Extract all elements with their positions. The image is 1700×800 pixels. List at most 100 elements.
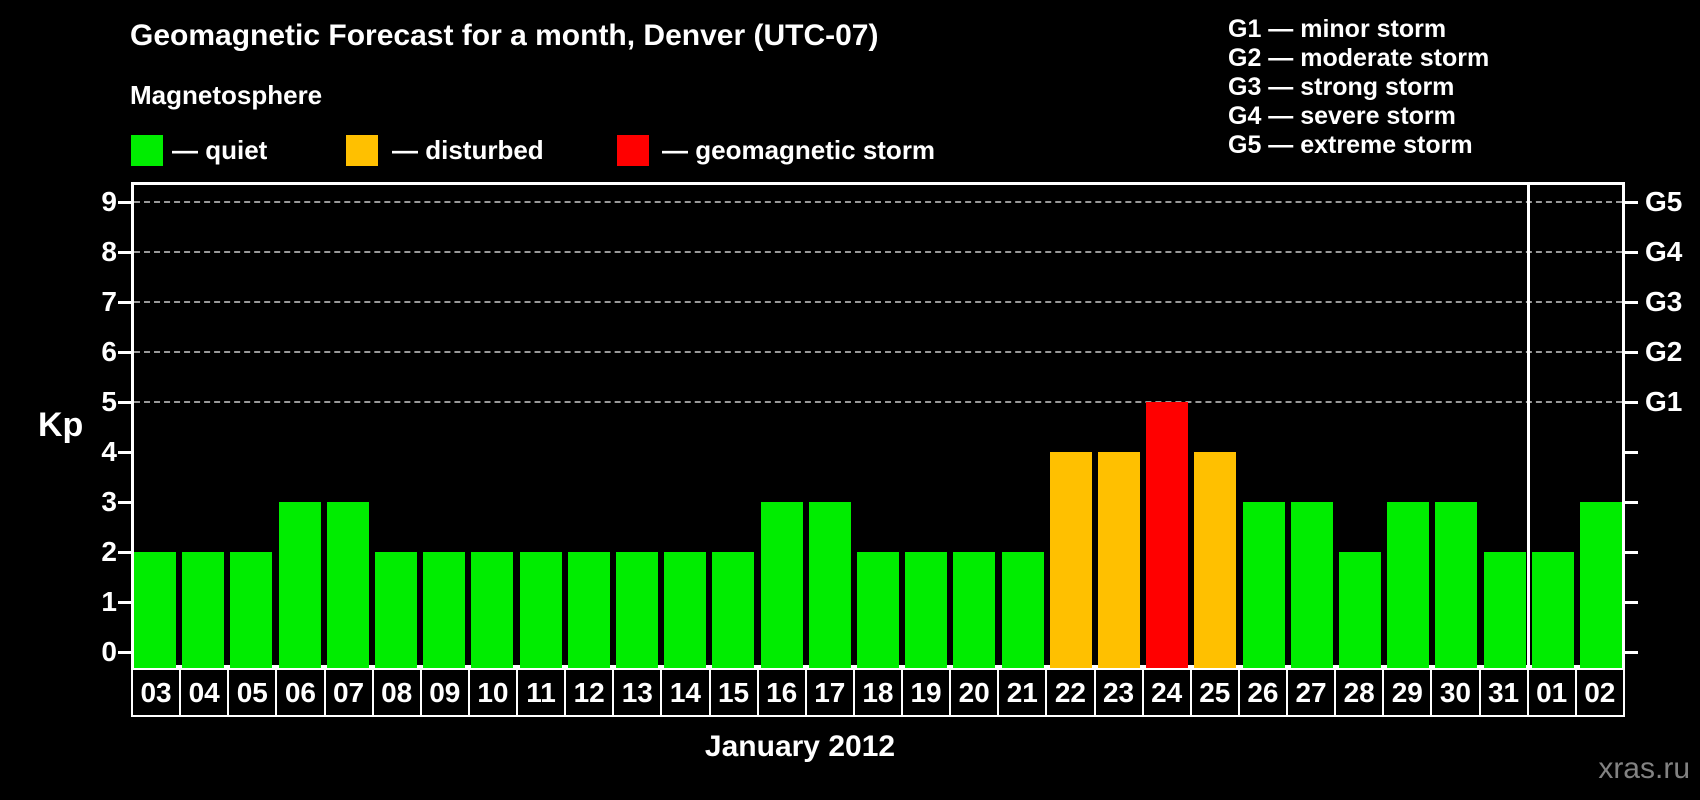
- day-label-25: 25: [1189, 668, 1240, 717]
- day-label-29: 29: [1382, 668, 1433, 717]
- storm-scale-line-3: G3 — strong storm: [1228, 73, 1455, 101]
- kp-bar-day-11: [519, 552, 562, 668]
- day-label-14: 14: [660, 668, 711, 717]
- day-label-02: 02: [1574, 668, 1625, 717]
- kp-bar-day-19: [905, 552, 948, 668]
- y-axis-tick-label-0: 0: [101, 636, 117, 667]
- y-axis-tick-label-7: 7: [101, 286, 117, 317]
- day-label-12: 12: [564, 668, 615, 717]
- kp-bar-day-15: [712, 552, 755, 668]
- y-axis-tick-left-4: [118, 451, 131, 454]
- day-label-10: 10: [467, 668, 518, 717]
- kp-bar-day-24: [1146, 402, 1189, 668]
- day-label-26: 26: [1237, 668, 1288, 717]
- y-axis-tick-label-8: 8: [101, 236, 117, 267]
- day-label-13: 13: [612, 668, 663, 717]
- y-axis-tick-left-0: [118, 651, 131, 654]
- y-axis-tick-right-3: [1625, 501, 1638, 504]
- y-axis-tick-left-1: [118, 601, 131, 604]
- storm-scale-legend: G1 — minor storm G2 — moderate storm G3 — …: [1228, 15, 1489, 160]
- storm-scale-line-1: G1 — minor storm: [1228, 15, 1447, 43]
- day-label-03: 03: [131, 668, 182, 717]
- y-axis-tick-right-2: [1625, 551, 1638, 554]
- gridline-kp-5: [134, 401, 1622, 403]
- kp-bar-day-16: [760, 502, 803, 668]
- legend-label-storm: — geomagnetic storm: [662, 135, 936, 165]
- kp-bar-day-10: [471, 552, 514, 668]
- kp-bar-day-09: [423, 552, 466, 668]
- day-label-28: 28: [1334, 668, 1385, 717]
- storm-scale-line-5: G5 — extreme storm: [1228, 131, 1473, 159]
- y-axis-tick-left-8: [118, 251, 131, 254]
- day-label-27: 27: [1286, 668, 1337, 717]
- day-label-08: 08: [371, 668, 422, 717]
- y-axis-tick-label-1: 1: [101, 586, 117, 617]
- day-label-11: 11: [516, 668, 567, 717]
- g-scale-label-G1: G1: [1645, 386, 1683, 417]
- x-axis-title: January 2012: [704, 730, 896, 763]
- kp-bar-day-02: [1579, 502, 1622, 668]
- y-axis-tick-right-6: [1625, 351, 1638, 354]
- kp-bar-day-12: [567, 552, 610, 668]
- y-axis-tick-right-0: [1625, 651, 1638, 654]
- day-label-17: 17: [804, 668, 855, 717]
- day-label-24: 24: [1141, 668, 1192, 717]
- kp-bar-day-30: [1435, 502, 1478, 668]
- kp-bar-day-06: [278, 502, 321, 668]
- kp-bar-day-22: [1049, 452, 1092, 668]
- legend-swatch-disturbed: [346, 135, 378, 166]
- g-scale-label-G3: G3: [1645, 286, 1683, 317]
- g-scale-label-G5: G5: [1645, 186, 1683, 217]
- kp-bar-day-14: [664, 552, 707, 668]
- kp-bar-day-27: [1290, 502, 1333, 668]
- legend-label-quiet: — quiet: [172, 135, 268, 165]
- day-label-01: 01: [1526, 668, 1577, 717]
- g-scale-label-G4: G4: [1645, 236, 1683, 267]
- day-label-23: 23: [1093, 668, 1144, 717]
- y-axis-tick-label-2: 2: [101, 536, 117, 567]
- month-separator-line: [1527, 182, 1531, 668]
- y-axis-tick-label-5: 5: [101, 386, 117, 417]
- day-label-05: 05: [227, 668, 278, 717]
- y-axis-tick-right-5: [1625, 401, 1638, 404]
- gridline-kp-8: [134, 251, 1622, 253]
- y-axis-tick-right-9: [1625, 201, 1638, 204]
- legend-label-disturbed: — disturbed: [392, 135, 544, 165]
- y-axis-tick-label-3: 3: [101, 486, 117, 517]
- gridline-kp-6: [134, 351, 1622, 353]
- watermark: xras.ru: [1598, 752, 1690, 785]
- kp-bar-day-28: [1338, 552, 1381, 668]
- day-label-20: 20: [949, 668, 1000, 717]
- y-axis-tick-label-4: 4: [101, 436, 117, 467]
- kp-bar-day-01: [1531, 552, 1574, 668]
- g-scale-label-G2: G2: [1645, 336, 1683, 367]
- y-axis-tick-left-7: [118, 301, 131, 304]
- day-label-row: 03 04 05 06 07 08 09 10 11 12 13 14 15 16 17 18 19 20 21 22…: [131, 668, 1625, 717]
- day-label-31: 31: [1478, 668, 1529, 717]
- day-label-16: 16: [756, 668, 807, 717]
- kp-bar-day-05: [230, 552, 273, 668]
- day-label-21: 21: [997, 668, 1048, 717]
- kp-bar-day-29: [1387, 502, 1430, 668]
- day-label-15: 15: [708, 668, 759, 717]
- y-axis-tick-right-8: [1625, 251, 1638, 254]
- storm-scale-line-2: G2 — moderate storm: [1228, 44, 1490, 72]
- chart-title: Geomagnetic Forecast for a month, Denver…: [130, 19, 879, 52]
- y-axis-tick-left-9: [118, 201, 131, 204]
- kp-bar-day-25: [1194, 452, 1237, 668]
- day-label-18: 18: [852, 668, 903, 717]
- day-label-06: 06: [275, 668, 326, 717]
- magnetosphere-label: Magnetosphere: [130, 80, 323, 110]
- kp-bar-day-23: [1097, 452, 1140, 668]
- day-label-22: 22: [1045, 668, 1096, 717]
- day-label-04: 04: [179, 668, 230, 717]
- legend-swatch-quiet: [131, 135, 163, 166]
- kp-bar-day-13: [616, 552, 659, 668]
- kp-bar-day-17: [808, 502, 851, 668]
- kp-bar-day-07: [326, 502, 369, 668]
- y-axis-tick-right-4: [1625, 451, 1638, 454]
- kp-bar-day-31: [1483, 552, 1526, 668]
- y-axis-tick-label-6: 6: [101, 336, 117, 367]
- gridline-kp-9: [134, 201, 1622, 203]
- kp-bar-day-26: [1242, 502, 1285, 668]
